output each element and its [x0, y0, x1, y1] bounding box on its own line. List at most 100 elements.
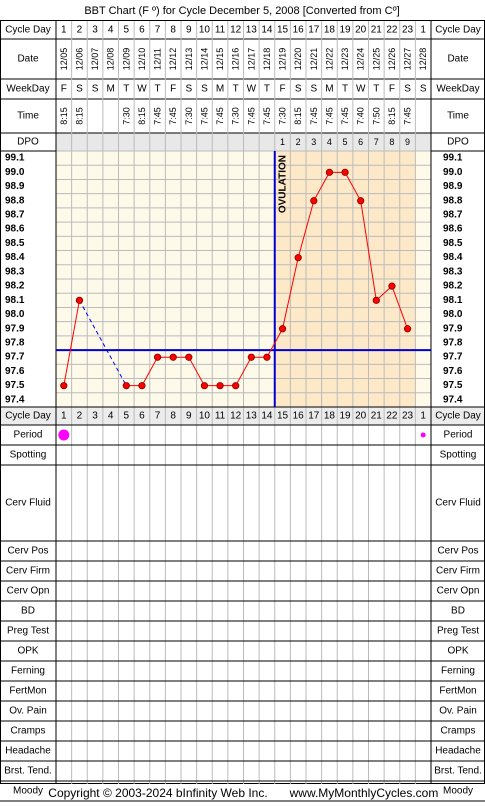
- temperature-point: [138, 382, 146, 390]
- y-tick-label-right: 97.9: [443, 323, 463, 334]
- cycle-day-cell: 21: [371, 411, 383, 422]
- cycle-day-cell: 18: [324, 411, 336, 422]
- cycle_day-cell: 4: [108, 25, 114, 36]
- weekday-cell: S: [76, 84, 83, 95]
- y-tick-label-right: 97.7: [443, 352, 463, 363]
- y-tick-label: 97.4: [5, 394, 25, 405]
- cycle_day-cell: 20: [355, 25, 367, 36]
- cycle-day-cell: 6: [139, 411, 145, 422]
- cycle_day-cell: 14: [261, 25, 273, 36]
- cycle-day-cell: 4: [108, 411, 114, 422]
- cycle-day-cell: 1: [420, 411, 426, 422]
- date-cell: 12/26: [387, 48, 397, 71]
- y-tick-label-right: 98.1: [443, 295, 463, 306]
- temperature-point: [247, 353, 255, 361]
- date-cell: 12/27: [403, 48, 413, 71]
- time-cell: 7:45: [340, 107, 350, 125]
- cycle_day-cell: 2: [77, 25, 83, 36]
- cycle-day-cell: 14: [261, 411, 273, 422]
- date-cell: 12/09: [121, 48, 131, 71]
- cycle_day-cell: 6: [139, 25, 145, 36]
- cycle_day-cell: 9: [186, 25, 192, 36]
- row-label-cramps: Cramps: [10, 726, 45, 737]
- time-cell: 7:30: [121, 107, 131, 125]
- time-cell: 7:30: [184, 107, 194, 125]
- row-label-cycle_day: Cycle Day: [5, 411, 51, 422]
- row-label-cerv_opn: Cerv Opn: [7, 586, 50, 597]
- cycle_day-cell: 11: [215, 25, 226, 36]
- y-tick-label-right: 98.5: [443, 238, 463, 249]
- cycle_day-cell: 1: [61, 25, 67, 36]
- row-label-preg_test: Preg Test: [7, 626, 49, 637]
- temperature-point: [294, 254, 302, 262]
- time-cell: 7:45: [324, 107, 334, 125]
- cycle_day-cell: 15: [277, 25, 289, 36]
- row-label-period-right: Period: [444, 430, 473, 441]
- weekday-cell: T: [123, 84, 129, 95]
- row-label-headache-right: Headache: [435, 746, 481, 757]
- y-tick-label-right: 97.4: [443, 394, 463, 405]
- cycle-day-cell: 10: [199, 411, 211, 422]
- date-cell: 12/06: [74, 48, 84, 71]
- footer-site-link[interactable]: www.MyMonthlyCycles.com: [289, 786, 439, 800]
- time-cell: 7:50: [371, 107, 381, 125]
- cycle-day-cell: 20: [355, 411, 367, 422]
- time-cell: 8:15: [293, 107, 303, 125]
- cycle_day-cell: 10: [199, 25, 211, 36]
- row-label-moody-right: Moody: [443, 786, 473, 797]
- temperature-point: [216, 382, 224, 390]
- time-cell: 8:15: [74, 107, 84, 125]
- weekday-cell: W: [137, 84, 147, 95]
- temperature-point: [60, 382, 68, 390]
- temperature-point: [325, 168, 334, 176]
- y-tick-label-right: 98.9: [443, 181, 463, 192]
- y-tick-label: 98.2: [5, 281, 25, 292]
- cycle-day-cell: 13: [246, 411, 258, 422]
- weekday-cell: S: [310, 84, 317, 95]
- dpo-cell: 7: [374, 137, 379, 147]
- row-label-bd-right: BD: [451, 606, 465, 617]
- dpo-cell: 6: [358, 137, 363, 147]
- row-label-fertmon: FertMon: [9, 686, 46, 697]
- time-cell: 7:45: [246, 107, 256, 125]
- date-cell: 12/18: [262, 48, 272, 71]
- dpo-cell: 2: [296, 137, 301, 147]
- time-cell: 7:30: [231, 107, 241, 125]
- cycle_day-cell: 13: [246, 25, 258, 36]
- y-tick-label-right: 97.8: [443, 338, 463, 349]
- date-cell: 12/24: [356, 48, 366, 71]
- weekday-cell: T: [155, 84, 161, 95]
- weekday-cell: S: [404, 84, 411, 95]
- row-label-dpo: DPO: [17, 137, 39, 148]
- y-tick-label-right: 98.4: [443, 252, 463, 263]
- temperature-point: [185, 353, 193, 361]
- weekday-cell: S: [420, 84, 427, 95]
- temperature-point: [122, 382, 130, 390]
- period-mark: [420, 432, 426, 438]
- chart-title: BBT Chart (F º) for Cycle December 5, 20…: [84, 5, 399, 17]
- weekday-cell: T: [264, 84, 270, 95]
- cycle_day-cell: 8: [170, 25, 176, 36]
- row-label-weekday: WeekDay: [6, 84, 49, 95]
- temperature-point: [388, 282, 396, 290]
- cycle-day-cell: 17: [308, 411, 320, 422]
- row-label-cerv_fluid: Cerv Fluid: [5, 498, 51, 509]
- y-tick-label-right: 97.6: [443, 366, 463, 377]
- y-tick-label-right: 98.8: [443, 195, 463, 206]
- cycle_day-cell: 21: [371, 25, 383, 36]
- row-label-cerv_pos: Cerv Pos: [7, 546, 48, 557]
- cycle-day-cell: 9: [186, 411, 192, 422]
- cycle-day-cell: 12: [230, 411, 242, 422]
- row-label-cerv_firm: Cerv Firm: [6, 566, 50, 577]
- row-label-dpo-right: DPO: [447, 137, 469, 148]
- date-cell: 12/05: [59, 48, 69, 71]
- date-cell: 12/20: [293, 48, 303, 71]
- y-tick-label: 98.0: [5, 309, 25, 320]
- row-label-headache: Headache: [5, 746, 51, 757]
- y-tick-label: 97.5: [5, 380, 25, 391]
- y-tick-label: 99.0: [5, 167, 25, 178]
- row-label-cramps-right: Cramps: [440, 726, 475, 737]
- date-cell: 12/28: [418, 48, 428, 71]
- temperature-point: [232, 382, 240, 390]
